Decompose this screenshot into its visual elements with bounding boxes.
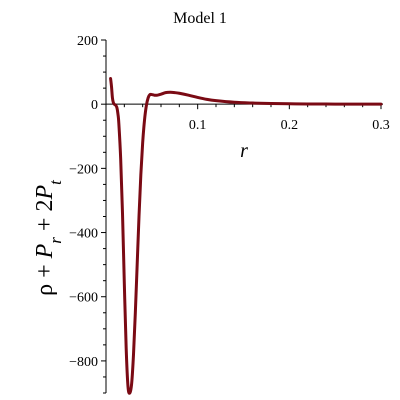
x-tick-label: 0.1 <box>189 118 207 133</box>
y-tick-label: −400 <box>69 227 98 242</box>
y-tick-label: −800 <box>69 355 98 370</box>
y-tick-label: 0 <box>91 98 98 113</box>
chart-title: Model 1 <box>173 10 227 27</box>
x-tick-label: 0.2 <box>281 118 299 133</box>
x-tick-label: 0.3 <box>372 118 390 133</box>
x-axis: 0.1 0.2 0.3 <box>106 103 390 133</box>
y-tick-label: −600 <box>69 291 98 306</box>
y-tick-label: 200 <box>77 34 98 49</box>
y-tick-label: −200 <box>69 162 98 177</box>
x-axis-label: r <box>240 140 248 162</box>
y-axis: 200 0 −200 −400 −600 −800 <box>69 34 107 394</box>
series-line <box>109 77 383 395</box>
y-axis-label: ρ + Pr + 2Pt <box>32 179 65 296</box>
